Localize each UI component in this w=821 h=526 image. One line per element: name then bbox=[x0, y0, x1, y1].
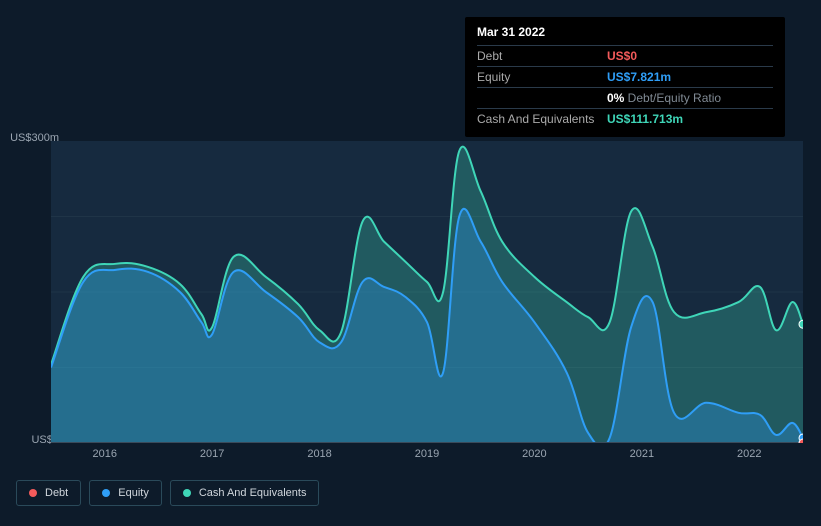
x-axis-label: 2020 bbox=[522, 448, 546, 460]
balance-chart bbox=[51, 141, 803, 443]
x-axis-label: 2018 bbox=[307, 448, 331, 460]
x-axis-label: 2016 bbox=[92, 448, 116, 460]
tooltip-row-label: Cash And Equivalents bbox=[477, 112, 607, 126]
legend-label: Debt bbox=[45, 487, 68, 499]
tooltip-row-value: 0% Debt/Equity Ratio bbox=[607, 91, 721, 105]
end-marker-cash bbox=[799, 320, 803, 328]
legend-label: Equity bbox=[118, 487, 149, 499]
equity-dot-icon bbox=[102, 489, 110, 497]
tooltip-date: Mar 31 2022 bbox=[477, 25, 773, 41]
legend-item-cash[interactable]: Cash And Equivalents bbox=[170, 480, 320, 506]
legend: Debt Equity Cash And Equivalents bbox=[16, 480, 319, 506]
x-axis-label: 2019 bbox=[415, 448, 439, 460]
debt-dot-icon bbox=[29, 489, 37, 497]
tooltip-row: EquityUS$7.821m bbox=[477, 66, 773, 87]
tooltip-row-label: Debt bbox=[477, 49, 607, 63]
tooltip-row-value: US$0 bbox=[607, 49, 637, 63]
x-axis-label: 2021 bbox=[630, 448, 654, 460]
tooltip-row-value: US$111.713m bbox=[607, 112, 683, 126]
tooltip-row-label bbox=[477, 91, 607, 105]
tooltip-row: 0% Debt/Equity Ratio bbox=[477, 87, 773, 108]
tooltip-row-value: US$7.821m bbox=[607, 70, 671, 84]
tooltip-row: DebtUS$0 bbox=[477, 45, 773, 66]
legend-item-debt[interactable]: Debt bbox=[16, 480, 81, 506]
x-axis-label: 2017 bbox=[200, 448, 224, 460]
x-axis-label: 2022 bbox=[737, 448, 761, 460]
cash-dot-icon bbox=[183, 489, 191, 497]
tooltip-row: Cash And EquivalentsUS$111.713m bbox=[477, 108, 773, 129]
legend-item-equity[interactable]: Equity bbox=[89, 480, 162, 506]
chart-tooltip: Mar 31 2022 DebtUS$0EquityUS$7.821m0% De… bbox=[465, 17, 785, 137]
tooltip-row-label: Equity bbox=[477, 70, 607, 84]
legend-label: Cash And Equivalents bbox=[199, 487, 307, 499]
